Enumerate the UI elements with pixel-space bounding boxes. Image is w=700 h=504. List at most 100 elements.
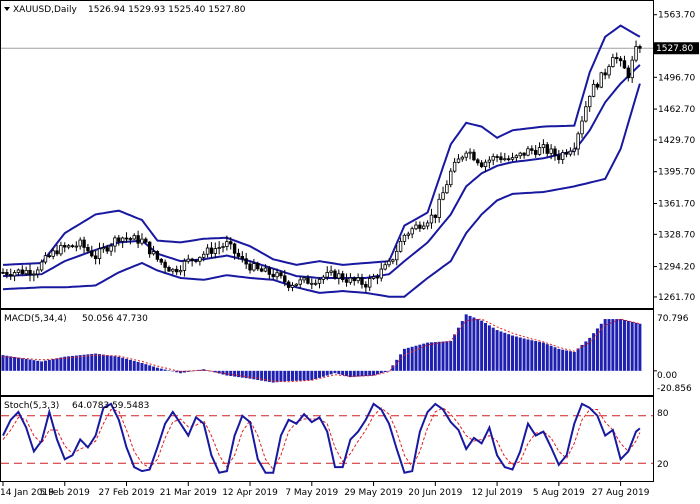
macd-pane-frame	[0, 309, 654, 396]
candle-body	[147, 241, 152, 255]
candle-body	[163, 261, 167, 268]
macd-bar	[406, 347, 410, 371]
candle-body	[410, 228, 414, 235]
macd-bar	[507, 334, 511, 371]
macd-bar	[511, 335, 515, 371]
candle-body	[217, 247, 221, 249]
candle-body	[283, 275, 287, 283]
candle	[313, 279, 318, 286]
macd-bar	[325, 370, 329, 376]
candle	[441, 186, 445, 201]
candle	[460, 155, 465, 162]
macd-bar	[356, 370, 360, 377]
candle	[317, 277, 322, 289]
macd-bar	[233, 370, 237, 377]
macd-bar	[221, 370, 225, 375]
candle	[506, 155, 511, 162]
candle-body	[82, 239, 86, 248]
candle	[86, 243, 90, 254]
candle-body	[236, 252, 241, 257]
macd-bar	[217, 370, 221, 374]
macd-bar	[464, 314, 468, 371]
date-tick-label: 27 Aug 2019	[592, 488, 650, 498]
macd-label: MACD(5,34,4)	[4, 314, 67, 324]
candle	[252, 258, 256, 272]
macd-bar	[94, 353, 98, 371]
macd-bar	[588, 337, 592, 371]
bollinger-lower-band	[2, 83, 641, 298]
macd-bar	[395, 359, 399, 371]
candle	[36, 266, 40, 279]
macd-bar	[43, 360, 47, 371]
macd-bar	[619, 319, 623, 371]
candle	[595, 82, 600, 90]
candle	[205, 244, 210, 258]
macd-bar	[333, 370, 337, 374]
candle	[541, 139, 546, 154]
candle	[568, 147, 573, 157]
macd-bar	[484, 322, 487, 371]
candle-body	[174, 268, 179, 273]
date-tick-label: 27 Feb 2019	[99, 488, 155, 498]
stoch-signal-line	[2, 407, 641, 471]
candle	[236, 248, 241, 260]
candle-body	[47, 255, 52, 258]
candle-body	[533, 150, 538, 155]
macd-indicator	[1, 314, 657, 383]
candle-body	[537, 147, 542, 155]
candle	[622, 55, 627, 70]
macd-bar	[40, 361, 44, 371]
candle-body	[24, 269, 28, 275]
macd-zero-label: 0.00	[657, 371, 677, 381]
candle-body	[124, 237, 129, 240]
macd-bar	[545, 344, 549, 371]
candle	[445, 180, 449, 195]
macd-bar	[59, 357, 63, 371]
macd-bar	[580, 344, 584, 371]
date-tick-label: 7 May 2019	[285, 488, 338, 498]
candle-body	[70, 245, 75, 248]
candle-body	[136, 235, 140, 244]
candle-body	[549, 148, 553, 154]
candles[interactable]	[1, 40, 642, 293]
candle-body	[9, 274, 13, 277]
candle	[217, 241, 221, 255]
macd-bar	[67, 356, 71, 371]
candle	[240, 251, 245, 263]
macd-bar	[248, 370, 252, 379]
ohlc-values: 1526.94 1529.93 1525.40 1527.80	[88, 5, 246, 15]
candle-body	[557, 155, 561, 160]
macd-bar	[236, 370, 240, 378]
candle	[549, 144, 553, 160]
macd-bar	[638, 323, 642, 371]
candle	[564, 149, 569, 158]
macd-bar	[383, 370, 387, 372]
candle-body	[66, 245, 71, 248]
candle-body	[101, 247, 106, 250]
candle-body	[452, 161, 457, 172]
candle	[395, 244, 399, 266]
candle	[90, 245, 94, 258]
macd-bar	[98, 354, 101, 371]
candle-body	[294, 283, 299, 286]
candle	[483, 159, 488, 173]
macd-bar	[341, 370, 345, 376]
macd-bar	[310, 370, 314, 381]
candle	[425, 220, 430, 230]
bollinger-middle-band	[2, 64, 641, 279]
candle	[367, 274, 372, 291]
macd-bar	[449, 341, 453, 371]
candle-body	[263, 267, 268, 272]
candle-body	[599, 72, 603, 88]
macd-bar	[213, 370, 217, 373]
macd-bar	[152, 366, 156, 371]
candle	[101, 243, 106, 253]
candle-body	[286, 281, 291, 288]
price-tick-label: 1563.70	[658, 11, 695, 21]
candle	[298, 276, 302, 289]
candle-body	[59, 245, 63, 255]
candle	[499, 152, 503, 164]
candle-body	[580, 120, 584, 135]
